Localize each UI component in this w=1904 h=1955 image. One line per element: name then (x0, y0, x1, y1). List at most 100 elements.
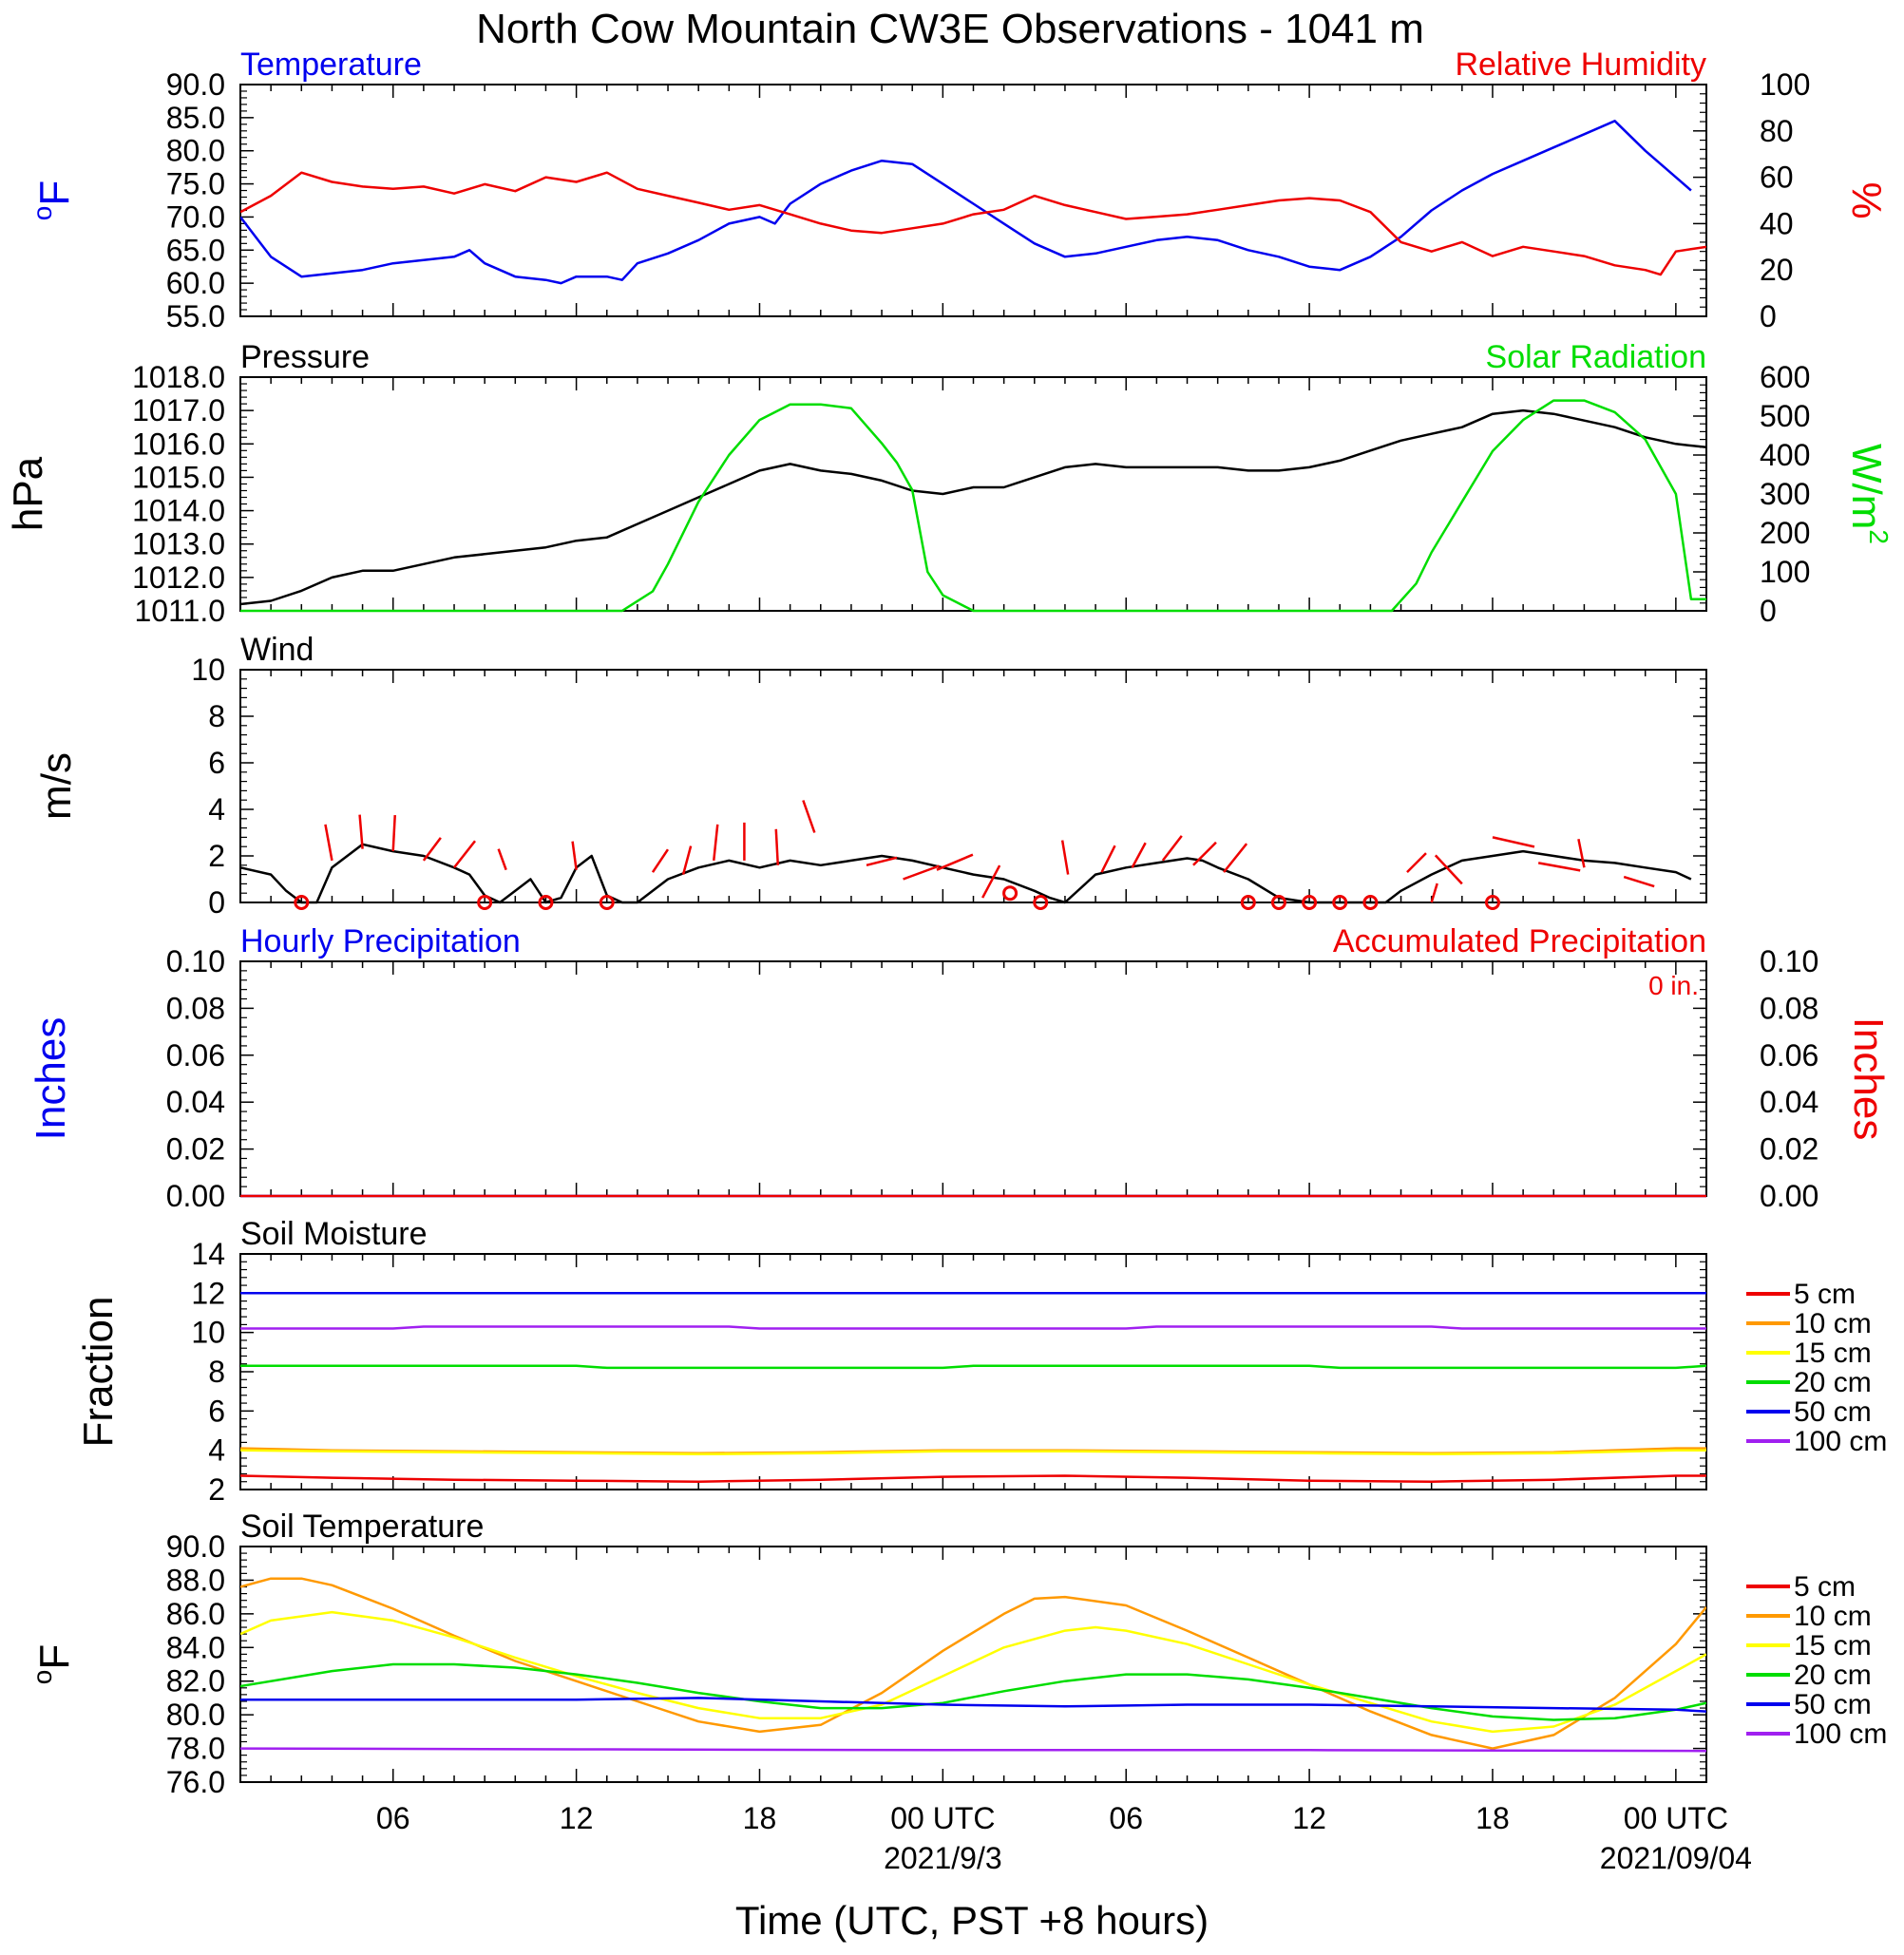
y-axis-label: Inches (1845, 1017, 1892, 1141)
y-tick-label: 86.0 (166, 1597, 225, 1631)
calm-wind-circle (1002, 885, 1019, 902)
x-tick-label: 06 (1109, 1801, 1143, 1835)
series-line-100-cm (240, 1325, 1706, 1330)
x-tick-label: 18 (1476, 1801, 1510, 1835)
y-tick-label: 55.0 (166, 299, 225, 333)
calm-wind-circle (599, 895, 615, 910)
y-tick-label: 1012.0 (132, 560, 225, 595)
y-tick-label: 70.0 (166, 199, 225, 234)
series-line-10-cm (240, 1577, 1706, 1750)
series-line-temperature (240, 120, 1692, 285)
y-tick-label: 500 (1760, 399, 1810, 433)
wind-barb (936, 853, 974, 871)
y-tick-label: 0.10 (166, 944, 225, 978)
calm-wind-circle (1332, 895, 1348, 910)
y-axis-label-text: % (1843, 181, 1890, 218)
series-group (240, 120, 1706, 285)
wind-barb (981, 864, 1001, 899)
panel-title-left: Soil Moisture (240, 1216, 428, 1252)
plot-frame (239, 376, 1707, 612)
wind-barb (324, 824, 333, 862)
y-tick-label: 200 (1760, 516, 1810, 550)
y-tick-label: 0.04 (166, 1085, 225, 1119)
panel-title-left: Wind (240, 632, 314, 668)
legend-entry-10-cm: 10 cm (1794, 1308, 1872, 1339)
y-tick-label: 10 (191, 1316, 225, 1350)
y-tick-label: 1014.0 (132, 494, 225, 528)
wind-barb (422, 837, 442, 862)
series-line-solar-radiation (240, 399, 1706, 613)
series-line-20-cm (240, 1662, 1706, 1721)
y-tick-label: 1017.0 (132, 393, 225, 427)
y-tick-label: 100 (1760, 67, 1810, 102)
wind-barb (1060, 840, 1070, 875)
wind-barb (713, 824, 719, 862)
y-axis-label-text: W/m2 (1843, 444, 1894, 544)
y-tick-label: 4 (208, 792, 225, 826)
legend-entry-100-cm: 100 cm (1794, 1718, 1887, 1750)
y-tick-label: 400 (1760, 438, 1810, 472)
y-axis-label: oF (28, 1644, 78, 1684)
wind-barb (1430, 883, 1438, 903)
x-tick-label: 12 (560, 1801, 594, 1835)
calm-wind-circle (538, 895, 554, 910)
x-tick-label: 12 (1292, 1801, 1326, 1835)
legend-entry-5-cm: 5 cm (1794, 1279, 1856, 1310)
wind-barb (1492, 836, 1535, 848)
legend-entry-20-cm: 20 cm (1794, 1660, 1872, 1691)
y-tick-label: 2 (208, 839, 225, 873)
wind-barb (391, 815, 396, 852)
y-axis-label-text: m/s (33, 752, 80, 820)
y-tick-label: 0.02 (166, 1132, 225, 1167)
y-tick-label: 90.0 (166, 1529, 225, 1564)
y-axis-label-sup: F (31, 180, 78, 206)
x-axis: 06 12 18 00 UTC 06 12 18 00 UTC 2021/9/3 2021/09/… (376, 1801, 1752, 1943)
y-tick-label: 80.0 (166, 1698, 225, 1732)
legend-entry-10-cm: 10 cm (1794, 1601, 1872, 1632)
series-line-20-cm (240, 1364, 1706, 1370)
series-group (240, 1292, 1706, 1483)
y-tick-label: 65.0 (166, 233, 225, 267)
plot-frame (239, 84, 1707, 317)
y-axis-label: Inches (28, 1017, 74, 1141)
y-axis-label: % (1843, 181, 1890, 218)
calm-wind-circle (1240, 895, 1256, 910)
y-tick-label: 0 (1760, 594, 1777, 628)
panel-title-right: Solar Radiation (1486, 339, 1706, 375)
series-line-5-cm (240, 1474, 1706, 1483)
y-tick-label: 10 (191, 653, 225, 687)
y-tick-label: 40 (1760, 206, 1794, 240)
y-tick-label: 0.06 (1760, 1038, 1818, 1072)
wind-barb (903, 864, 940, 881)
panel-title-left: Hourly Precipitation (240, 923, 521, 959)
series-line-pressure (240, 408, 1706, 606)
y-tick-label: 8 (208, 699, 225, 733)
y-tick-label: 76.0 (166, 1765, 225, 1799)
y-tick-label: 100 (1760, 555, 1810, 589)
legend-entry-100-cm: 100 cm (1794, 1426, 1887, 1457)
y-tick-label: 80.0 (166, 134, 225, 168)
y-tick-label: 12 (191, 1276, 225, 1310)
wind-barb (1161, 835, 1183, 862)
y-tick-label: 300 (1760, 477, 1810, 511)
y-axis-label-text: Fraction (75, 1297, 122, 1448)
wind-barb (497, 848, 507, 871)
wind-barb (651, 848, 670, 873)
plot-frame (239, 669, 1707, 903)
wind-barb (1623, 875, 1655, 888)
series-line-50-cm (240, 1697, 1706, 1713)
y-tick-label: 82.0 (166, 1664, 225, 1699)
x-date-label: 2021/9/3 (884, 1841, 1002, 1875)
y-tick-label: 1016.0 (132, 427, 225, 461)
y-tick-label: 0.08 (1760, 991, 1818, 1025)
calm-wind-circle (1302, 895, 1318, 910)
y-tick-label: 4 (208, 1433, 225, 1468)
series-group (240, 1577, 1706, 1753)
wind-barb (1537, 862, 1581, 872)
y-tick-label: 90.0 (166, 67, 225, 102)
y-tick-label: 600 (1760, 360, 1810, 394)
y-tick-label: 75.0 (166, 167, 225, 201)
y-tick-label: 85.0 (166, 101, 225, 135)
